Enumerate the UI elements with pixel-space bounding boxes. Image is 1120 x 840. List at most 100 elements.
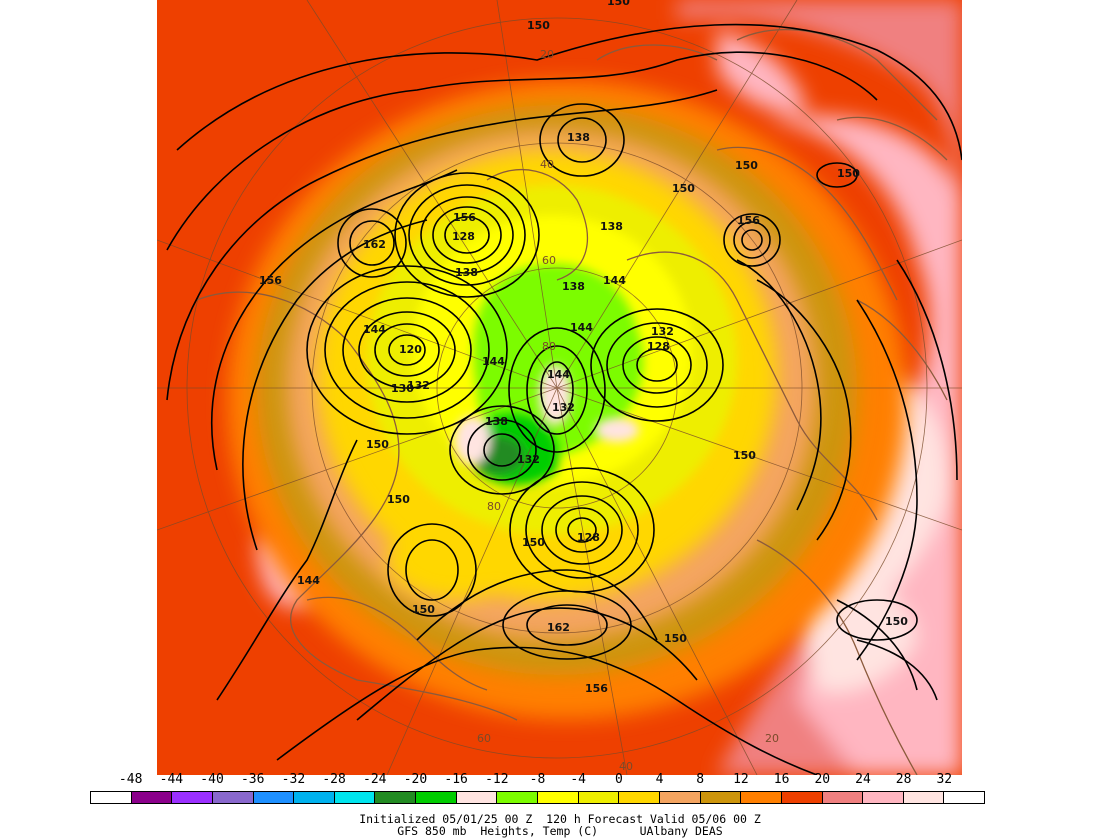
colorbar-swatch	[619, 792, 660, 803]
latitude-label: 20	[540, 48, 554, 61]
colorbar-swatch	[334, 792, 376, 803]
colorbar-label: 24	[855, 772, 871, 787]
contour-label: 156	[585, 682, 608, 695]
contour-label: 144	[482, 355, 505, 368]
colorbar-swatch	[781, 792, 823, 803]
contour-label: 150	[664, 632, 687, 645]
contour-label: 156	[259, 274, 282, 287]
colorbar-swatch	[538, 792, 579, 803]
height-contours	[166, 23, 962, 775]
contour-label: 150	[672, 182, 695, 195]
contour-label: 150	[387, 493, 410, 506]
contour-label: 144	[297, 574, 320, 587]
contour-label: 120	[399, 343, 422, 356]
contour-label: 144	[570, 321, 593, 334]
colorbar-label: -8	[529, 772, 546, 787]
colorbar-swatch	[91, 792, 132, 803]
contour-label: 128	[452, 230, 475, 243]
contour-label: 132	[651, 325, 674, 338]
contour-label: 132	[517, 453, 540, 466]
colorbar-swatch	[456, 792, 498, 803]
colorbar-swatch	[700, 792, 742, 803]
latitude-label: 60	[542, 254, 556, 267]
contour-label: 156	[453, 211, 476, 224]
colorbar-swatch	[741, 792, 782, 803]
latitude-label: 20	[765, 732, 779, 745]
colorbar-label: -20	[403, 772, 428, 787]
contour-label: 156	[737, 214, 760, 227]
colorbar-label: 32	[936, 772, 953, 787]
contour-label: 128	[647, 340, 670, 353]
contour-label: 150	[522, 536, 545, 549]
caption-line-2: GFS 850 mb Heights, Temp (C) UAlbany DEA…	[397, 824, 723, 838]
contour-label: 138	[455, 266, 478, 279]
latitude-label: 40	[540, 158, 554, 171]
colorbar-label: -40	[200, 772, 224, 787]
contour-label: 150	[885, 615, 908, 628]
contour-label: 150	[735, 159, 758, 172]
contour-label: 150	[412, 603, 435, 616]
contour-label: 130	[391, 382, 414, 395]
colorbar-swatch	[659, 792, 701, 803]
colorbar-swatch	[131, 792, 173, 803]
colorbar-label: 20	[814, 772, 831, 787]
latitude-labels: 20 40 60 80 80 60 40 20	[477, 48, 779, 773]
colorbar-label: -36	[240, 772, 265, 787]
map-canvas: 150 150 138 150 150 150 156 156 162 156 …	[157, 0, 962, 775]
contour-label: 150	[607, 0, 630, 8]
caption-line-1: Initialized 05/01/25 00 Z 120 h Forecast…	[359, 812, 761, 826]
colorbar-swatch	[903, 792, 945, 803]
contour-label: 138	[600, 220, 623, 233]
colorbar-label: -24	[363, 772, 387, 787]
colorbar-swatch	[375, 792, 417, 803]
contour-label: 132	[407, 379, 430, 392]
coastlines	[196, 29, 948, 775]
colorbar-swatch	[294, 792, 335, 803]
colorbar-label: -16	[444, 772, 468, 787]
contour-label: 144	[547, 368, 570, 381]
colorbar-label: -44	[159, 772, 184, 787]
latitude-label: 80	[542, 340, 556, 353]
contour-label: 132	[552, 401, 575, 414]
temperature-colorbar	[90, 791, 985, 804]
colorbar-label: 12	[733, 772, 749, 787]
contour-label: 150	[837, 167, 860, 180]
contour-label: 150	[733, 449, 756, 462]
lat-lon-grid	[157, 0, 962, 775]
colorbar-swatch	[212, 792, 254, 803]
colorbar-swatch	[416, 792, 457, 803]
latitude-label: 60	[477, 732, 491, 745]
contour-label: 150	[527, 19, 550, 32]
colorbar-labels: -48 -44 -40 -36 -32 -28 -24 -20 -16 -12 -8 -4 0 4 8 12 1…	[90, 772, 990, 788]
colorbar-label: 16	[773, 772, 790, 787]
contour-label: 144	[363, 323, 386, 336]
colorbar-label: 0	[614, 772, 623, 787]
colorbar-swatch	[172, 792, 213, 803]
colorbar-label: 4	[655, 772, 664, 787]
colorbar-label: -4	[570, 772, 586, 787]
colorbar-label: -32	[281, 772, 306, 787]
colorbar-swatch	[497, 792, 539, 803]
map-caption: Initialized 05/01/25 00 Z 120 h Forecast…	[0, 813, 1120, 837]
contour-label: 144	[603, 274, 626, 287]
colorbar-swatch	[253, 792, 295, 803]
colorbar-label: 8	[696, 772, 705, 787]
contour-label: 138	[485, 415, 508, 428]
contour-label: 150	[366, 438, 389, 451]
latitude-label: 40	[619, 760, 633, 773]
contour-label: 138	[567, 131, 590, 144]
contour-label: 138	[562, 280, 585, 293]
contour-label: 128	[577, 531, 600, 544]
colorbar-label: 28	[895, 772, 912, 787]
contour-label: 162	[363, 238, 386, 251]
colorbar-label: -48	[118, 772, 143, 787]
colorbar-swatch	[578, 792, 620, 803]
colorbar-swatch	[822, 792, 864, 803]
colorbar-label: -28	[322, 772, 346, 787]
colorbar-swatch	[944, 792, 985, 803]
contour-label: 162	[547, 621, 570, 634]
colorbar-swatch	[863, 792, 904, 803]
weather-map: 150 150 138 150 150 150 156 156 162 156 …	[157, 0, 962, 775]
colorbar-label: -12	[485, 772, 509, 787]
latitude-label: 80	[487, 500, 501, 513]
